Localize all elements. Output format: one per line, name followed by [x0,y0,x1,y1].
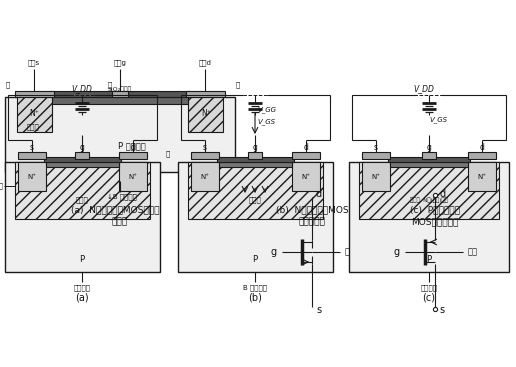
Bar [52,97,188,104]
Text: 耗尽层: 耗尽层 [76,197,88,203]
Text: 耗尽层  N型(感生)沟道: 耗尽层 N型(感生)沟道 [410,197,448,203]
Text: N⁺: N⁺ [128,174,137,180]
Text: 耗尽层: 耗尽层 [27,124,39,130]
Text: g: g [427,142,431,152]
Bar [119,152,147,159]
Text: V_GG: V_GG [257,107,276,113]
Text: 管代表符号: 管代表符号 [299,218,326,226]
Text: MOS管代表符号: MOS管代表符号 [411,218,459,226]
Bar [468,162,496,191]
Text: 铝: 铝 [166,151,170,157]
Text: d: d [479,142,485,152]
Bar [422,152,436,159]
Text: N⁺: N⁺ [201,109,211,119]
Text: (b)  N沟道增强型MOS: (b) N沟道增强型MOS [276,206,348,214]
Text: d: d [131,142,135,152]
Bar [188,162,323,219]
Text: (b): (b) [248,293,262,303]
Bar [349,162,509,272]
Text: 漏极d: 漏极d [199,60,212,66]
Text: (a)  N沟道增强型MOS管结构: (a) N沟道增强型MOS管结构 [71,206,159,214]
Bar [5,162,160,272]
Bar [119,162,147,191]
Text: 耗尽层: 耗尽层 [249,197,262,203]
Text: g: g [271,247,277,257]
Text: 铝: 铝 [6,82,10,88]
Text: 衬底引线: 衬底引线 [73,285,90,291]
Text: s: s [316,305,321,315]
Bar [106,172,134,181]
Text: N⁺: N⁺ [201,174,209,180]
Text: 二极化硅: 二极化硅 [0,183,4,189]
Text: N⁺: N⁺ [477,174,487,180]
Bar [191,162,219,191]
Text: (c): (c) [423,293,436,303]
Text: s: s [374,142,378,152]
Bar [178,162,333,272]
Bar [362,162,390,191]
Text: P 型硅衬底: P 型硅衬底 [118,141,146,150]
Bar [248,152,262,159]
Text: N⁺: N⁺ [29,109,39,119]
Text: ↓B 衬底引线: ↓B 衬底引线 [107,194,137,200]
Text: 栅极g: 栅极g [114,60,126,66]
Text: d: d [316,189,322,199]
Bar [75,152,89,159]
Bar [362,152,390,159]
Bar [44,157,121,162]
Bar [292,152,320,159]
Text: 衬底引线: 衬底引线 [421,285,438,291]
Text: 源极s: 源极s [28,60,40,66]
Text: V_DD: V_DD [72,84,92,94]
Bar [46,162,119,167]
Text: V_GS: V_GS [429,117,447,123]
Text: 铝: 铝 [236,82,240,88]
Bar [186,91,225,97]
Text: 衬底: 衬底 [468,247,478,257]
Text: SiO₂绝缘层: SiO₂绝缘层 [108,86,132,92]
Text: s: s [439,305,444,315]
Text: g: g [252,142,257,152]
Bar [359,162,499,219]
Bar [18,162,46,191]
Text: B 衬底引线: B 衬底引线 [243,285,267,291]
Bar [390,162,468,167]
Bar [188,97,223,132]
Text: N⁺: N⁺ [372,174,380,180]
Bar [191,152,219,159]
Text: g: g [79,142,85,152]
Text: 衬: 衬 [345,247,350,257]
Bar [50,91,190,97]
Text: 铝: 铝 [108,82,112,88]
Text: d: d [439,189,445,199]
Bar [15,91,54,97]
Text: P: P [79,255,85,265]
Bar [17,97,52,132]
Bar [15,162,150,219]
Text: s: s [30,142,34,152]
Text: P: P [252,255,257,265]
Text: s: s [203,142,207,152]
Text: N⁺: N⁺ [301,174,311,180]
Text: d: d [303,142,309,152]
Text: N⁺: N⁺ [27,174,37,180]
Text: V_DD: V_DD [413,84,434,94]
Text: 示意图: 示意图 [112,218,128,226]
Bar [219,162,292,167]
Text: g: g [394,247,400,257]
Text: V_GS: V_GS [257,119,275,126]
Bar [388,157,470,162]
Text: P: P [426,255,431,265]
Bar [217,157,294,162]
Bar [112,91,128,97]
Bar [18,152,46,159]
Bar [468,152,496,159]
Text: (a): (a) [75,293,89,303]
Text: (c)  P沟道增强型: (c) P沟道增强型 [410,206,460,214]
Bar [292,162,320,191]
Bar [5,97,235,172]
